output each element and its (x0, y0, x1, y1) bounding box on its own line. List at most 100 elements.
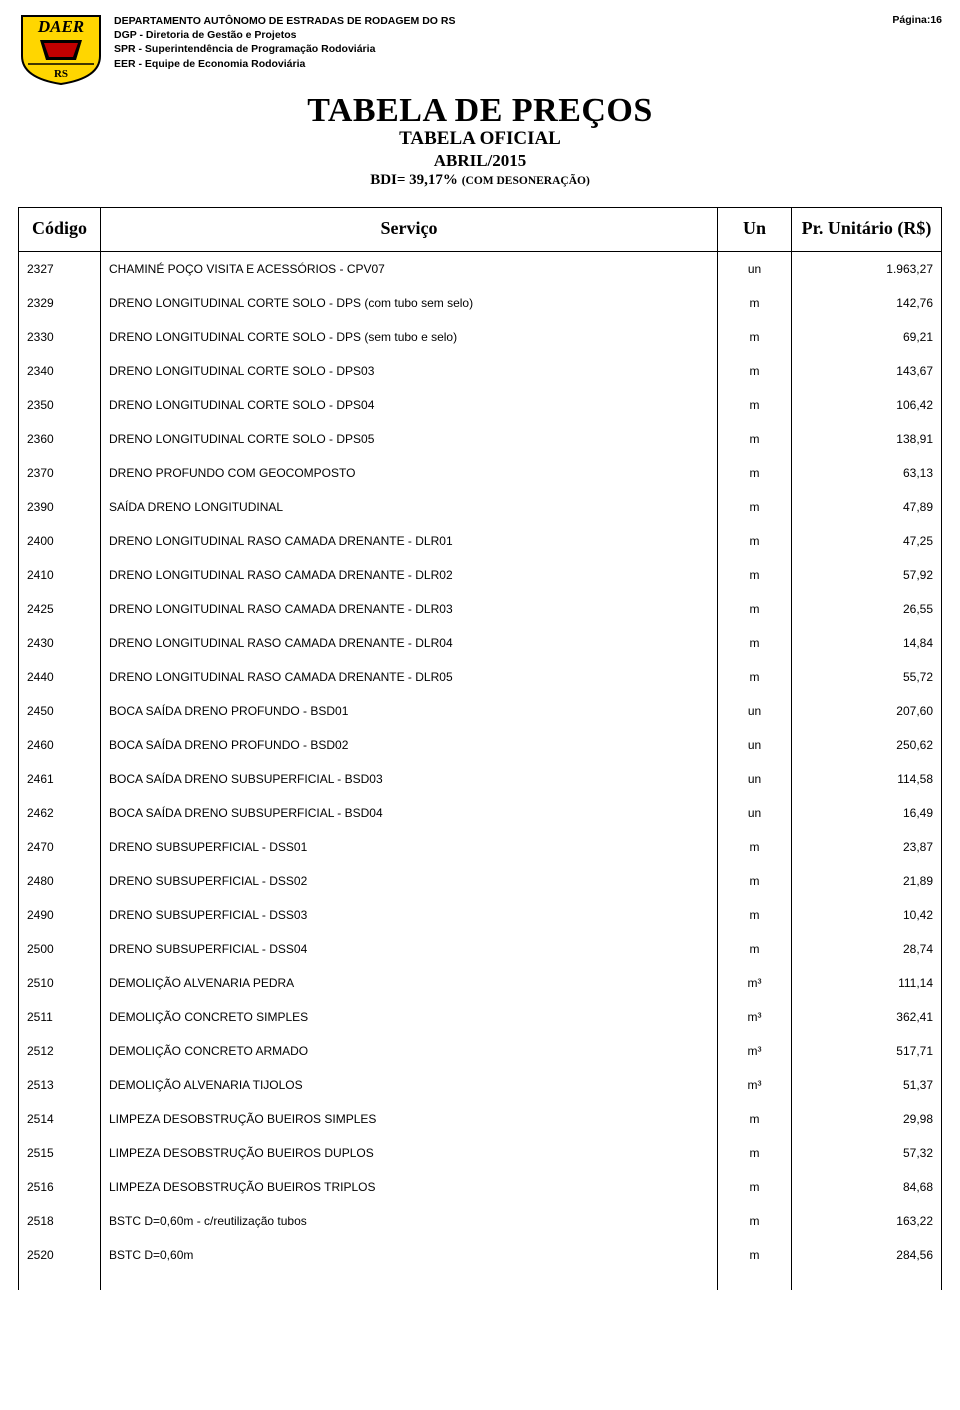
cell-codigo: 2516 (19, 1170, 101, 1204)
title-main: TABELA DE PREÇOS (18, 92, 942, 130)
cell-preco: 10,42 (792, 898, 942, 932)
cell-servico: DRENO LONGITUDINAL CORTE SOLO - DPS04 (101, 388, 718, 422)
table-row: 2430DRENO LONGITUDINAL RASO CAMADA DRENA… (19, 626, 942, 660)
bdi-note: (COM DESONERAÇÃO) (462, 175, 590, 187)
cell-servico: LIMPEZA DESOBSTRUÇÃO BUEIROS TRIPLOS (101, 1170, 718, 1204)
cell-preco: 362,41 (792, 1000, 942, 1034)
svg-text:RS: RS (54, 68, 68, 80)
cell-servico: DRENO SUBSUPERFICIAL - DSS03 (101, 898, 718, 932)
cell-un: m (718, 592, 792, 626)
table-row: 2510DEMOLIÇÃO ALVENARIA PEDRAm³111,14 (19, 966, 942, 1000)
dept-line-1: DEPARTAMENTO AUTÔNOMO DE ESTRADAS DE ROD… (114, 14, 882, 28)
table-row: 2513DEMOLIÇÃO ALVENARIA TIJOLOSm³51,37 (19, 1068, 942, 1102)
table-row: 2390SAÍDA DRENO LONGITUDINALm47,89 (19, 490, 942, 524)
cell-preco: 207,60 (792, 694, 942, 728)
cell-codigo: 2360 (19, 422, 101, 456)
cell-codigo: 2480 (19, 864, 101, 898)
bdi-value: BDI= 39,17% (370, 172, 461, 188)
cell-un: un (718, 796, 792, 830)
cell-preco: 111,14 (792, 966, 942, 1000)
title-subtitle-1: TABELA OFICIAL (18, 128, 942, 150)
dept-line-2: DGP - Diretoria de Gestão e Projetos (114, 28, 882, 42)
cell-preco: 47,25 (792, 524, 942, 558)
cell-preco: 29,98 (792, 1102, 942, 1136)
cell-codigo: 2350 (19, 388, 101, 422)
cell-codigo: 2461 (19, 762, 101, 796)
cell-servico: BSTC D=0,60m (101, 1238, 718, 1290)
cell-servico: DRENO LONGITUDINAL CORTE SOLO - DPS05 (101, 422, 718, 456)
cell-servico: CHAMINÉ POÇO VISITA E ACESSÓRIOS - CPV07 (101, 252, 718, 287)
cell-preco: 142,76 (792, 286, 942, 320)
cell-servico: DRENO SUBSUPERFICIAL - DSS02 (101, 864, 718, 898)
table-row: 2360DRENO LONGITUDINAL CORTE SOLO - DPS0… (19, 422, 942, 456)
cell-codigo: 2515 (19, 1136, 101, 1170)
col-header-servico: Serviço (101, 208, 718, 252)
cell-servico: DRENO LONGITUDINAL RASO CAMADA DRENANTE … (101, 524, 718, 558)
table-row: 2460BOCA SAÍDA DRENO PROFUNDO - BSD02un2… (19, 728, 942, 762)
table-row: 2514LIMPEZA DESOBSTRUÇÃO BUEIROS SIMPLES… (19, 1102, 942, 1136)
cell-un: m (718, 1204, 792, 1238)
cell-servico: DRENO LONGITUDINAL RASO CAMADA DRENANTE … (101, 558, 718, 592)
cell-preco: 284,56 (792, 1238, 942, 1290)
cell-preco: 517,71 (792, 1034, 942, 1068)
table-row: 2470DRENO SUBSUPERFICIAL - DSS01m23,87 (19, 830, 942, 864)
col-header-preco: Pr. Unitário (R$) (792, 208, 942, 252)
cell-codigo: 2340 (19, 354, 101, 388)
cell-codigo: 2400 (19, 524, 101, 558)
cell-codigo: 2462 (19, 796, 101, 830)
cell-servico: DRENO LONGITUDINAL CORTE SOLO - DPS (sem… (101, 320, 718, 354)
cell-un: m (718, 388, 792, 422)
cell-un: m³ (718, 1068, 792, 1102)
cell-preco: 23,87 (792, 830, 942, 864)
table-row: 2425DRENO LONGITUDINAL RASO CAMADA DRENA… (19, 592, 942, 626)
title-subtitle-3: BDI= 39,17% (COM DESONERAÇÃO) (18, 172, 942, 189)
cell-servico: DRENO LONGITUDINAL RASO CAMADA DRENANTE … (101, 592, 718, 626)
cell-preco: 163,22 (792, 1204, 942, 1238)
title-subtitle-2: ABRIL/2015 (18, 151, 942, 171)
cell-servico: DRENO PROFUNDO COM GEOCOMPOSTO (101, 456, 718, 490)
table-row: 2511DEMOLIÇÃO CONCRETO SIMPLESm³362,41 (19, 1000, 942, 1034)
table-row: 2410DRENO LONGITUDINAL RASO CAMADA DRENA… (19, 558, 942, 592)
cell-preco: 21,89 (792, 864, 942, 898)
cell-preco: 51,37 (792, 1068, 942, 1102)
col-header-un: Un (718, 208, 792, 252)
cell-codigo: 2514 (19, 1102, 101, 1136)
cell-servico: BOCA SAÍDA DRENO SUBSUPERFICIAL - BSD04 (101, 796, 718, 830)
cell-codigo: 2425 (19, 592, 101, 626)
cell-preco: 250,62 (792, 728, 942, 762)
cell-servico: DRENO SUBSUPERFICIAL - DSS04 (101, 932, 718, 966)
cell-preco: 47,89 (792, 490, 942, 524)
table-row: 2461BOCA SAÍDA DRENO SUBSUPERFICIAL - BS… (19, 762, 942, 796)
cell-servico: DRENO LONGITUDINAL CORTE SOLO - DPS03 (101, 354, 718, 388)
cell-preco: 84,68 (792, 1170, 942, 1204)
cell-preco: 16,49 (792, 796, 942, 830)
cell-un: m (718, 1136, 792, 1170)
dept-line-3: SPR - Superintendência de Programação Ro… (114, 42, 882, 56)
cell-codigo: 2390 (19, 490, 101, 524)
cell-preco: 63,13 (792, 456, 942, 490)
price-table: Código Serviço Un Pr. Unitário (R$) 2327… (18, 207, 942, 1290)
cell-servico: DEMOLIÇÃO ALVENARIA TIJOLOS (101, 1068, 718, 1102)
table-row: 2518BSTC D=0,60m - c/reutilização tubosm… (19, 1204, 942, 1238)
table-row: 2516LIMPEZA DESOBSTRUÇÃO BUEIROS TRIPLOS… (19, 1170, 942, 1204)
cell-un: m (718, 422, 792, 456)
cell-un: m (718, 1238, 792, 1290)
cell-preco: 106,42 (792, 388, 942, 422)
cell-preco: 1.963,27 (792, 252, 942, 287)
cell-servico: SAÍDA DRENO LONGITUDINAL (101, 490, 718, 524)
cell-un: m³ (718, 1000, 792, 1034)
table-row: 2330DRENO LONGITUDINAL CORTE SOLO - DPS … (19, 320, 942, 354)
cell-codigo: 2450 (19, 694, 101, 728)
cell-un: m (718, 626, 792, 660)
cell-codigo: 2460 (19, 728, 101, 762)
cell-un: m (718, 524, 792, 558)
cell-un: un (718, 694, 792, 728)
cell-codigo: 2329 (19, 286, 101, 320)
cell-servico: DEMOLIÇÃO CONCRETO SIMPLES (101, 1000, 718, 1034)
cell-un: m³ (718, 966, 792, 1000)
cell-un: m (718, 354, 792, 388)
cell-codigo: 2500 (19, 932, 101, 966)
cell-preco: 69,21 (792, 320, 942, 354)
cell-servico: BSTC D=0,60m - c/reutilização tubos (101, 1204, 718, 1238)
cell-un: m (718, 660, 792, 694)
